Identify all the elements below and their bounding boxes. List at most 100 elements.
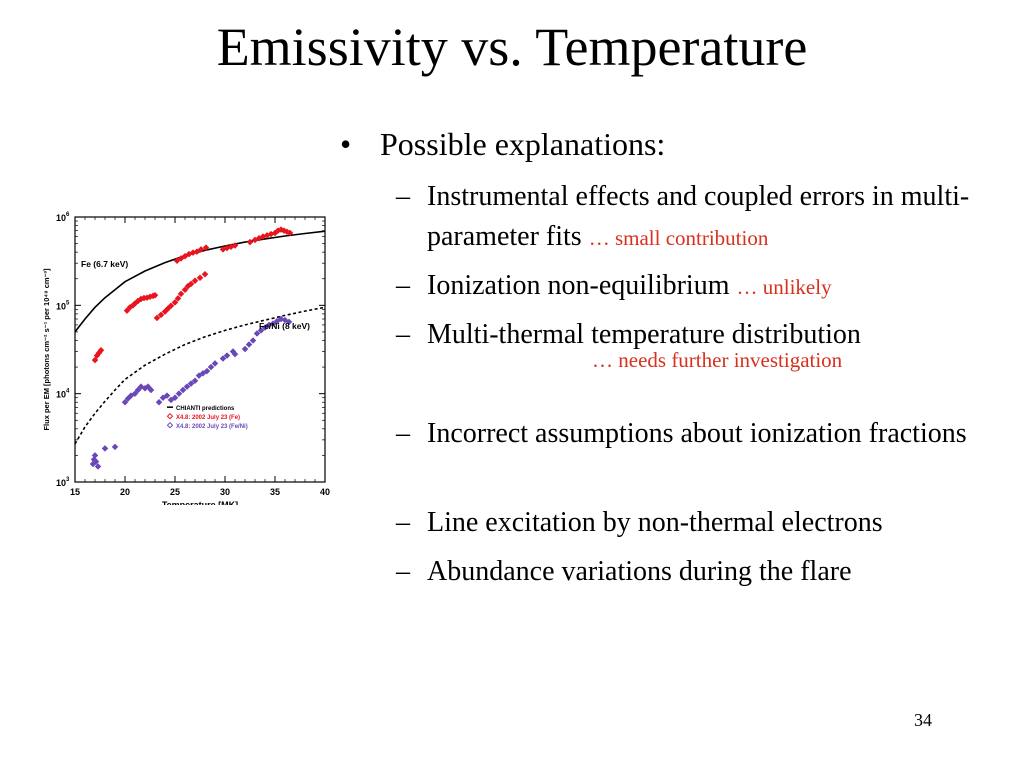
feni-data-point: [163, 392, 171, 399]
fe-curve-label: Fe (6.7 keV): [81, 259, 128, 269]
sub-item-note: … unlikely: [736, 275, 832, 299]
feni-data-point: [261, 324, 269, 331]
plot-frame: [74, 216, 326, 483]
dash-marker: –: [396, 270, 410, 301]
fe-data-point: [171, 299, 179, 306]
feni-data-point: [91, 452, 99, 459]
fe-data-point: [151, 291, 159, 299]
sub-item-nonthermal: – Line excitation by non-thermal electro…: [396, 503, 1016, 543]
x-tick-label: 25: [170, 487, 180, 497]
sub-item-instrumental: – Instrumental effects and coupled error…: [396, 177, 1016, 258]
y-tick-label: 104: [56, 389, 70, 400]
fe-data-point: [167, 302, 175, 310]
bullet-main: • Possible explanations:: [340, 124, 1010, 164]
dash-marker: –: [396, 181, 410, 212]
sub-item-note: … small contribution: [588, 226, 769, 250]
sub-item-multithermal: – Multi-thermal temperature distribution: [396, 315, 1016, 355]
feni-data-point: [245, 341, 253, 348]
fe-data-point: [201, 270, 209, 278]
feni-data-point: [101, 445, 109, 452]
dash-marker: –: [396, 319, 410, 350]
fe-data-point: [91, 356, 99, 364]
fe-data-point: [187, 280, 195, 288]
emissivity-chart: 15 20 25 30 35 40 103 104 105 106 Temperature [MK]…: [42, 212, 330, 505]
feni-data-point: [187, 380, 195, 387]
feni-data-point: [155, 398, 163, 406]
fe-data-point: [157, 311, 165, 319]
bullet-dot: •: [340, 126, 352, 162]
feni-data-point: [257, 327, 265, 334]
feni-data-point: [191, 377, 199, 385]
chianti-feni-curve: [74, 306, 326, 445]
feni-data-point: [207, 363, 215, 371]
page-number: 34: [914, 710, 932, 730]
fe-data-point: [231, 242, 239, 249]
slide-title: Emissivity vs. Temperature: [216, 17, 808, 77]
x-tick-label: 35: [270, 487, 280, 497]
dash-marker: –: [396, 556, 410, 587]
feni-data-point: [203, 367, 211, 375]
fe-data-point: [246, 238, 254, 246]
dash-marker: –: [396, 507, 410, 538]
fe-data-point: [286, 229, 294, 237]
sub-item-note: … needs further investigation: [592, 348, 843, 372]
fe-data-point: [181, 286, 189, 294]
x-tick-label: 15: [70, 487, 80, 497]
sub-item-ion-fractions: – Incorrect assumptions about ionization…: [396, 414, 1016, 454]
fe-data-point: [123, 307, 131, 315]
feni-data-point: [253, 330, 261, 337]
fe-data-point: [191, 277, 199, 285]
sub-item-ionization: – Ionization non-equilibrium … unlikely: [396, 266, 1016, 307]
feni-data-point: [179, 386, 187, 394]
sub-item-text: Incorrect assumptions about ionization f…: [427, 418, 967, 449]
x-axis-label: Temperature [MK]: [162, 500, 238, 505]
legend-label: X4.8: 2002 July 23 (Fe): [176, 415, 240, 421]
feni-data-point: [131, 390, 139, 398]
fe-data-point: [177, 290, 185, 298]
x-tick-label: 40: [320, 487, 330, 497]
feni-data-point: [92, 458, 100, 465]
bullet-main-text: Possible explanations:: [380, 126, 666, 162]
feni-data-point: [249, 337, 257, 344]
dash-marker: –: [396, 418, 410, 449]
y-tick-label: 105: [56, 300, 70, 311]
feni-data-point: [121, 398, 129, 406]
feni-data-point: [269, 320, 277, 328]
feni-data-point: [175, 390, 183, 398]
feni-data-point: [285, 318, 293, 326]
legend-diamond-marker: [166, 421, 174, 429]
sub-item-text: Ionization non-equilibrium: [427, 270, 730, 301]
fe-data-point: [153, 314, 161, 322]
x-tick-label: 20: [120, 487, 130, 497]
sub-item-text: Instrumental effects and coupled errors …: [427, 181, 970, 252]
feni-data-point: [94, 463, 102, 470]
y-axis-label: Flux per EM [photons cm⁻² s⁻¹ per 10⁴⁸ c…: [42, 268, 51, 431]
sub-item-text: Line excitation by non-thermal electrons: [427, 507, 883, 538]
feni-data-point: [231, 350, 239, 358]
feni-data-point: [219, 355, 227, 362]
legend-label: CHIANTI predictions: [176, 406, 235, 412]
sub-item-abundance: – Abundance variations during the flare: [396, 552, 1016, 592]
sub-item-text: Abundance variations during the flare: [427, 556, 852, 587]
chianti-fe-curve: [74, 230, 326, 333]
y-tick-label: 106: [56, 212, 70, 223]
feni-data-point: [183, 383, 191, 391]
fe-data-point: [174, 294, 182, 302]
feni-data-point: [211, 360, 219, 367]
fe-data-point: [197, 246, 205, 253]
feni-data-point: [111, 443, 119, 451]
y-tick-label: 103: [56, 477, 70, 488]
fe-data-point: [97, 346, 105, 354]
feni-data-point: [171, 394, 179, 402]
sub-item-text: Multi-thermal temperature distribution: [427, 319, 861, 350]
feni-data-point: [147, 386, 155, 394]
fe-data-point: [202, 244, 210, 251]
feni-data-point: [223, 352, 231, 359]
feni-curve-label: Fe/Ni (8 keV): [259, 321, 310, 331]
feni-data-point: [241, 345, 249, 353]
bullet-list: • Possible explanations: – Instrumental …: [340, 124, 1010, 587]
fe-data-point: [196, 274, 204, 282]
legend-diamond-marker: [166, 412, 174, 420]
legend-label: X4.8: 2002 July 23 (Fe/Ni): [176, 424, 248, 430]
x-tick-label: 30: [220, 487, 230, 497]
